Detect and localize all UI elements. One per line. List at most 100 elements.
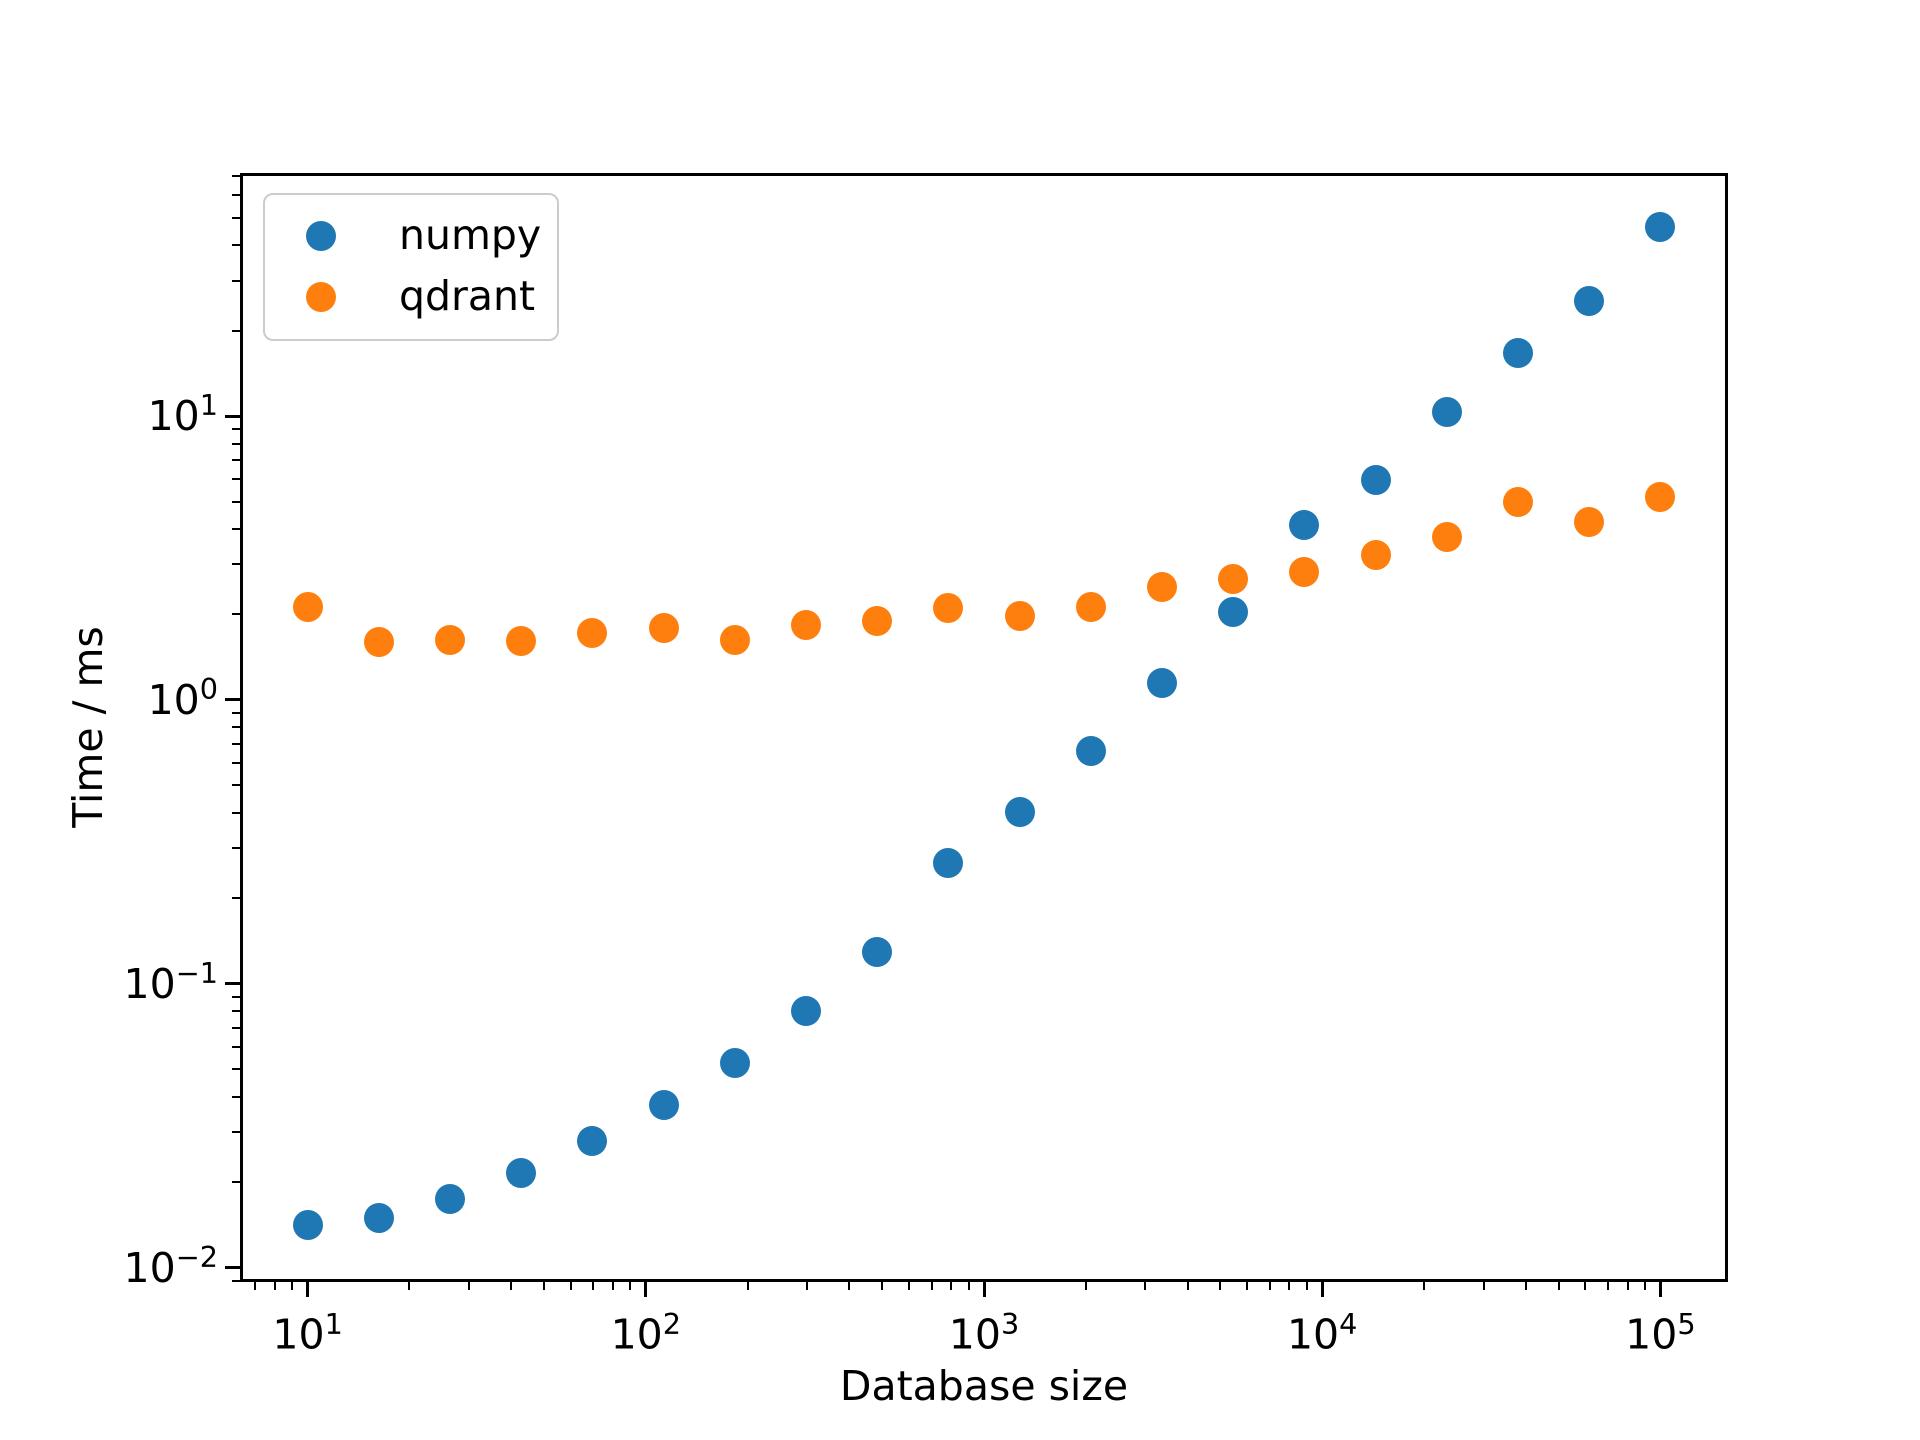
data-point-numpy (1146, 667, 1177, 698)
x-minor-tick (950, 1282, 953, 1290)
x-axis-label: Database size (839, 1362, 1129, 1410)
y-minor-tick (232, 1045, 240, 1048)
y-minor-tick (232, 761, 240, 764)
x-minor-tick (1584, 1282, 1587, 1290)
x-major-tick (982, 1282, 986, 1297)
x-minor-tick (1084, 1282, 1087, 1290)
x-tick-label: 102 (610, 1307, 682, 1359)
y-minor-tick (232, 726, 240, 729)
legend-label-numpy: numpy (399, 211, 542, 259)
x-minor-tick (967, 1282, 970, 1290)
y-major-tick (225, 1266, 240, 1270)
legend: numpy qdrant (263, 193, 559, 341)
data-point-qdrant (1360, 540, 1391, 570)
y-minor-tick (232, 175, 240, 178)
data-point-numpy (1574, 286, 1605, 317)
legend-label-qdrant: qdrant (399, 272, 536, 320)
data-point-qdrant (577, 618, 608, 649)
x-minor-tick (881, 1282, 884, 1290)
y-minor-tick (232, 1010, 240, 1013)
y-minor-tick (232, 329, 240, 332)
x-minor-tick (1524, 1282, 1527, 1290)
data-point-numpy (933, 848, 964, 879)
x-major-tick (306, 1282, 310, 1297)
data-point-qdrant (363, 627, 394, 657)
x-minor-tick (291, 1282, 294, 1290)
legend-row-numpy: numpy (265, 205, 557, 266)
y-major-tick (225, 698, 240, 702)
x-tick-label: 105 (1625, 1307, 1696, 1359)
y-minor-tick (232, 711, 240, 714)
data-point-numpy (862, 936, 893, 967)
data-point-numpy (577, 1125, 608, 1156)
y-minor-tick (232, 279, 240, 282)
data-point-qdrant (1289, 557, 1320, 588)
x-minor-tick (1144, 1282, 1147, 1290)
y-tick-label: 10−1 (123, 955, 218, 1008)
y-axis-label: Time / ms (64, 626, 112, 828)
x-minor-tick (467, 1282, 470, 1290)
x-minor-tick (1643, 1282, 1646, 1290)
data-point-qdrant (791, 609, 821, 640)
x-tick-label: 101 (272, 1307, 343, 1359)
data-point-numpy (791, 995, 821, 1026)
x-minor-tick (629, 1282, 632, 1290)
data-point-qdrant (719, 624, 750, 655)
data-point-numpy (1502, 337, 1533, 368)
y-minor-tick (232, 244, 240, 247)
data-point-qdrant (292, 591, 323, 622)
data-point-qdrant (506, 626, 537, 657)
y-minor-tick (232, 995, 240, 998)
data-point-numpy (1645, 211, 1676, 242)
data-point-numpy (719, 1047, 750, 1078)
data-point-qdrant (1218, 563, 1249, 594)
y-major-tick (225, 414, 240, 418)
y-minor-tick (232, 528, 240, 531)
plot-area (240, 173, 1728, 1282)
data-point-numpy (435, 1183, 466, 1214)
x-major-tick (1658, 1282, 1662, 1297)
x-tick-label: 103 (948, 1307, 1020, 1359)
data-point-qdrant (648, 613, 679, 644)
y-minor-tick (232, 847, 240, 850)
x-minor-tick (543, 1282, 545, 1290)
y-minor-tick (232, 194, 240, 197)
y-minor-tick (232, 459, 240, 462)
x-minor-tick (592, 1282, 595, 1290)
x-minor-tick (930, 1282, 933, 1290)
data-point-qdrant (1574, 507, 1605, 538)
y-minor-tick (232, 1026, 240, 1029)
x-minor-tick (1288, 1282, 1291, 1290)
legend-row-qdrant: qdrant (265, 266, 557, 327)
x-minor-tick (254, 1282, 257, 1290)
x-minor-tick (612, 1282, 615, 1290)
x-minor-tick (1305, 1282, 1308, 1290)
x-tick-label: 104 (1286, 1307, 1358, 1359)
x-minor-tick (1626, 1282, 1629, 1290)
y-minor-tick (232, 784, 240, 787)
y-minor-tick (232, 613, 240, 616)
data-point-qdrant (435, 625, 466, 656)
data-point-qdrant (1075, 592, 1106, 623)
data-point-numpy (1075, 736, 1106, 766)
data-point-qdrant (1004, 600, 1035, 631)
x-minor-tick (569, 1282, 572, 1290)
y-minor-tick (232, 1095, 240, 1098)
x-major-tick (644, 1282, 648, 1297)
x-minor-tick (848, 1282, 851, 1290)
data-point-qdrant (933, 593, 964, 624)
y-minor-tick (232, 1131, 240, 1134)
data-point-qdrant (1431, 522, 1462, 553)
data-point-numpy (1360, 465, 1391, 496)
data-point-qdrant (862, 606, 893, 637)
y-minor-tick (232, 1068, 240, 1071)
x-minor-tick (1422, 1282, 1425, 1290)
data-point-qdrant (1146, 571, 1177, 602)
x-minor-tick (273, 1282, 276, 1290)
data-point-numpy (648, 1089, 679, 1120)
x-minor-tick (1482, 1282, 1485, 1290)
x-minor-tick (1186, 1282, 1189, 1290)
y-tick-label: 10−2 (123, 1239, 218, 1292)
y-minor-tick (232, 442, 240, 445)
y-minor-tick (232, 1279, 240, 1282)
